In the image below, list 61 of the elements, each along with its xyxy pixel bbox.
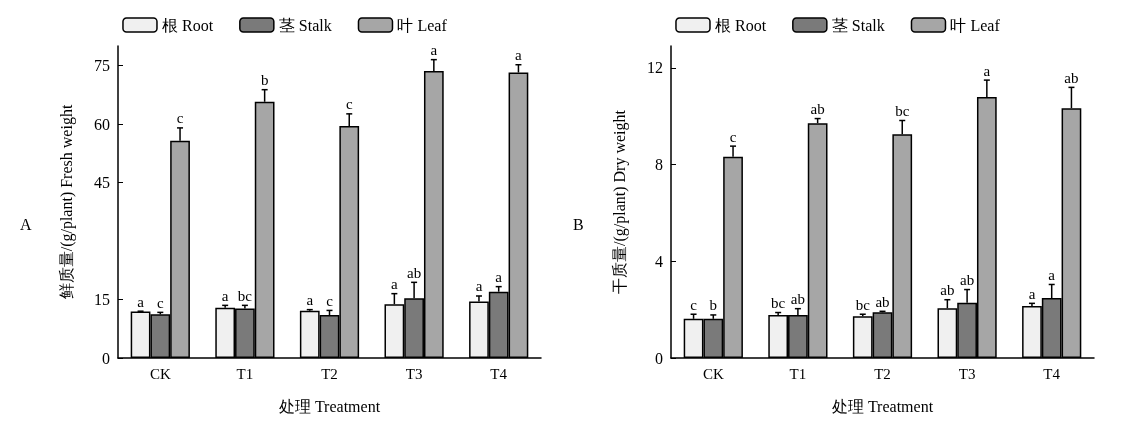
legend-label: 茎 Stalk bbox=[831, 16, 885, 34]
y-tick-label: 60 bbox=[94, 115, 110, 133]
data-label: ab bbox=[407, 264, 422, 281]
legend-label: 根 Root bbox=[161, 16, 214, 34]
y-axis-title: 鲜质量/(g/plant) Fresh weight bbox=[57, 104, 76, 300]
data-label: c bbox=[156, 294, 164, 311]
x-tick-label: T1 bbox=[789, 365, 807, 382]
data-label: ab bbox=[810, 101, 825, 118]
data-label: bc bbox=[895, 102, 910, 119]
data-label: c bbox=[345, 96, 353, 113]
legend-label: 茎 Stalk bbox=[278, 16, 332, 34]
data-label: a bbox=[495, 269, 503, 286]
y-tick-label: 4 bbox=[655, 252, 663, 270]
x-tick-label: T4 bbox=[1043, 365, 1061, 382]
x-tick-label: T3 bbox=[958, 365, 976, 382]
x-tick-label: T3 bbox=[405, 365, 423, 382]
data-label: a bbox=[475, 278, 483, 295]
data-label: ab bbox=[790, 291, 805, 308]
x-tick-label: T2 bbox=[874, 365, 891, 382]
y-axis-title: 干质量/(g/plant) Dry weight bbox=[610, 109, 629, 294]
data-label: bc bbox=[771, 295, 786, 312]
x-tick-label: T2 bbox=[321, 365, 338, 382]
legend-label: 叶 Leaf bbox=[397, 16, 448, 34]
data-label: a bbox=[515, 47, 523, 64]
data-label: c bbox=[729, 128, 737, 145]
y-tick-label: 15 bbox=[94, 291, 110, 308]
y-tick-label: 45 bbox=[94, 174, 110, 191]
text: A bbox=[20, 215, 32, 233]
data-label: c bbox=[690, 296, 698, 313]
x-axis-title: 处理 Treatment bbox=[278, 397, 381, 415]
data-label: a bbox=[306, 292, 314, 309]
data-label: a bbox=[391, 276, 399, 293]
data-label: a bbox=[1048, 266, 1056, 283]
data-label: ab bbox=[1064, 69, 1079, 86]
x-tick-label: CK bbox=[702, 365, 724, 382]
x-axis-title: 处理 Treatment bbox=[831, 397, 934, 415]
data-label: ab bbox=[875, 293, 890, 310]
data-label: a bbox=[430, 42, 438, 59]
text: B bbox=[573, 215, 584, 233]
y-tick-label: 75 bbox=[94, 57, 110, 74]
data-label: a bbox=[221, 287, 229, 304]
x-tick-label: T1 bbox=[236, 365, 254, 382]
data-label: bc bbox=[237, 287, 253, 304]
legend-label: 根 Root bbox=[714, 16, 767, 34]
y-tick-label: 12 bbox=[647, 59, 663, 77]
data-label: c bbox=[326, 292, 334, 309]
data-label: bc bbox=[855, 296, 871, 313]
data-label: a bbox=[1028, 285, 1036, 302]
data-label: b bbox=[260, 72, 269, 89]
y-tick-label: 0 bbox=[102, 349, 110, 367]
legend-label: 叶 Leaf bbox=[950, 16, 1001, 34]
data-label: ab bbox=[960, 272, 975, 289]
data-label: a bbox=[137, 293, 145, 310]
x-tick-label: CK bbox=[149, 365, 171, 382]
x-tick-label: T4 bbox=[490, 365, 508, 382]
data-label: ab bbox=[940, 282, 955, 299]
data-label: a bbox=[983, 62, 991, 79]
data-label: b bbox=[709, 297, 718, 314]
y-tick-label: 8 bbox=[655, 156, 663, 174]
data-label: c bbox=[176, 110, 184, 127]
y-tick-label: 0 bbox=[655, 349, 663, 367]
